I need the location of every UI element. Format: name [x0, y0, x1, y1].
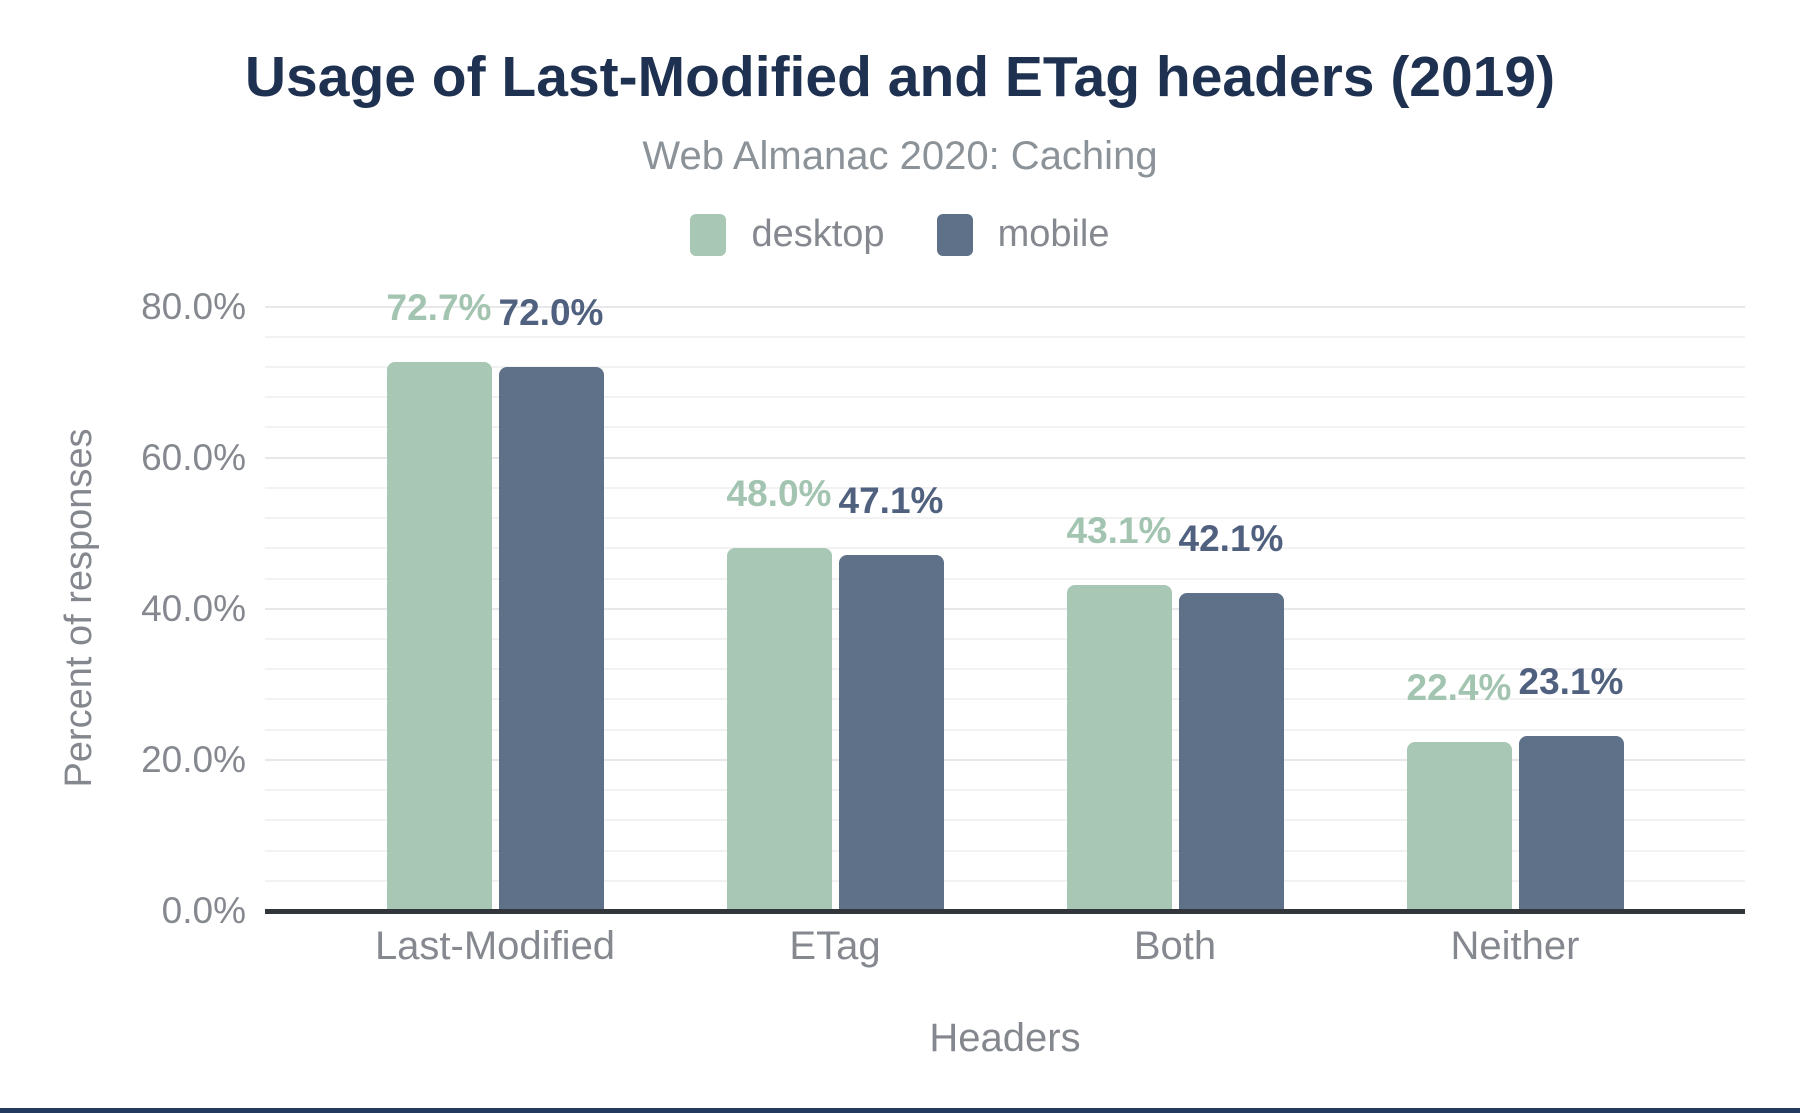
x-axis-line: [265, 909, 1745, 914]
minor-gridline-52: [265, 517, 1745, 520]
minor-gridline-36: [265, 638, 1745, 641]
x-axis-title: Headers: [929, 1016, 1081, 1060]
chart-title: Usage of Last-Modified and ETag headers …: [244, 45, 1556, 109]
y-tick-80-0-: 80.0%: [141, 285, 246, 327]
value-label-mobile-etag: 47.1%: [838, 480, 944, 522]
minor-gridline-4: [265, 879, 1745, 882]
major-gridline-80: [265, 305, 1745, 308]
value-label-mobile-neither: 23.1%: [1518, 661, 1624, 703]
x-tick-etag: ETag: [789, 924, 881, 968]
value-label-mobile-both: 42.1%: [1178, 517, 1284, 559]
mobile-legend-swatch-icon: [936, 213, 973, 256]
minor-gridline-56: [265, 486, 1745, 489]
minor-gridline-76: [265, 335, 1745, 338]
legend-label-desktop: desktop: [751, 213, 885, 255]
y-tick-60-0-: 60.0%: [141, 436, 246, 478]
value-label-desktop-last-modified: 72.7%: [386, 286, 492, 328]
minor-gridline-72: [265, 366, 1745, 369]
bar-desktop-both[interactable]: [1066, 585, 1172, 911]
minor-gridline-8: [265, 849, 1745, 852]
x-tick-neither: Neither: [1450, 924, 1580, 968]
minor-gridline-16: [265, 789, 1745, 792]
major-gridline-60: [265, 456, 1745, 459]
x-tick-last-modified: Last-Modified: [374, 924, 616, 968]
minor-gridline-32: [265, 668, 1745, 671]
bar-mobile-last-modified[interactable]: [498, 367, 604, 911]
y-tick-40-0-: 40.0%: [141, 587, 246, 629]
value-label-desktop-both: 43.1%: [1066, 510, 1172, 552]
value-label-mobile-last-modified: 72.0%: [498, 292, 604, 334]
value-label-desktop-etag: 48.0%: [726, 473, 832, 515]
minor-gridline-48: [265, 547, 1745, 550]
major-gridline-20: [265, 758, 1745, 761]
legend-item-desktop[interactable]: desktop: [690, 213, 885, 256]
legend: desktop mobile: [0, 213, 1800, 256]
legend-label-mobile: mobile: [997, 213, 1110, 255]
minor-gridline-28: [265, 698, 1745, 701]
bar-mobile-both[interactable]: [1178, 592, 1284, 911]
bar-mobile-neither[interactable]: [1518, 736, 1624, 911]
major-gridline-40: [265, 607, 1745, 610]
minor-gridline-24: [265, 728, 1745, 731]
x-tick-both: Both: [1133, 924, 1217, 968]
y-tick-20-0-: 20.0%: [141, 738, 246, 780]
bar-desktop-last-modified[interactable]: [386, 361, 492, 911]
minor-gridline-64: [265, 426, 1745, 429]
bar-desktop-etag[interactable]: [726, 548, 832, 911]
minor-gridline-68: [265, 396, 1745, 399]
chart-subtitle: Web Almanac 2020: Caching: [642, 134, 1158, 178]
minor-gridline-12: [265, 819, 1745, 822]
value-label-desktop-neither: 22.4%: [1406, 666, 1512, 708]
legend-item-mobile[interactable]: mobile: [936, 213, 1110, 256]
desktop-legend-swatch-icon: [690, 213, 727, 256]
bar-desktop-neither[interactable]: [1406, 741, 1512, 911]
bar-mobile-etag[interactable]: [838, 555, 944, 911]
bottom-border: [0, 1108, 1800, 1113]
y-tick-0-0-: 0.0%: [161, 890, 246, 931]
y-axis-title: Percent of responses: [58, 428, 100, 788]
minor-gridline-44: [265, 577, 1745, 580]
